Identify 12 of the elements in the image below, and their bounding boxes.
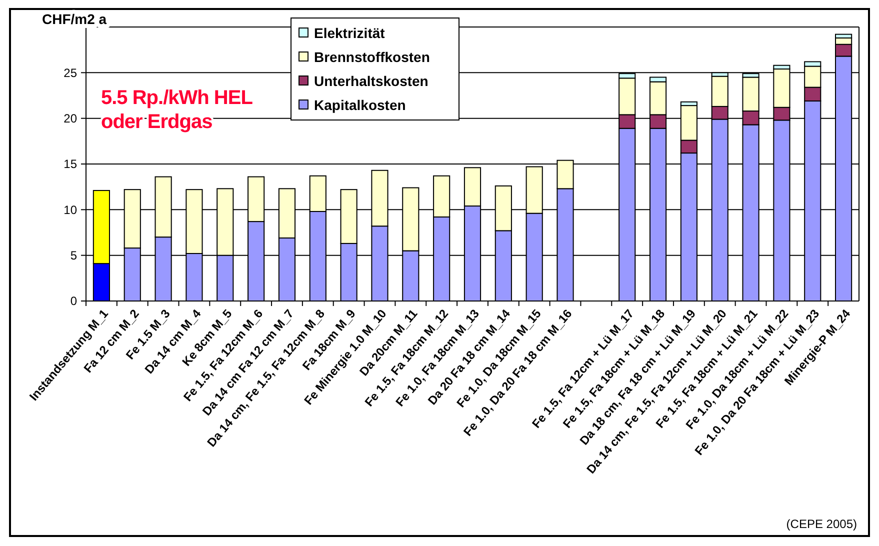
y-axis-title: CHF/m2 a <box>42 11 107 27</box>
legend-label: Unterhaltskosten <box>314 72 428 89</box>
legend-label: Elektrizität <box>314 24 386 41</box>
text: (CEPE 2005) <box>786 517 857 531</box>
y-tick-label: 5 <box>70 248 78 263</box>
y-tick-label: 0 <box>70 294 78 308</box>
y-tick-label: 10 <box>64 202 78 217</box>
y-tick-label: 15 <box>64 157 78 172</box>
legend-label: Brennstoffkosten <box>314 48 430 65</box>
y-tick-label: 25 <box>64 66 78 80</box>
y-tick-label: 20 <box>64 112 78 126</box>
legend-label: Kapitalkosten <box>314 96 406 113</box>
